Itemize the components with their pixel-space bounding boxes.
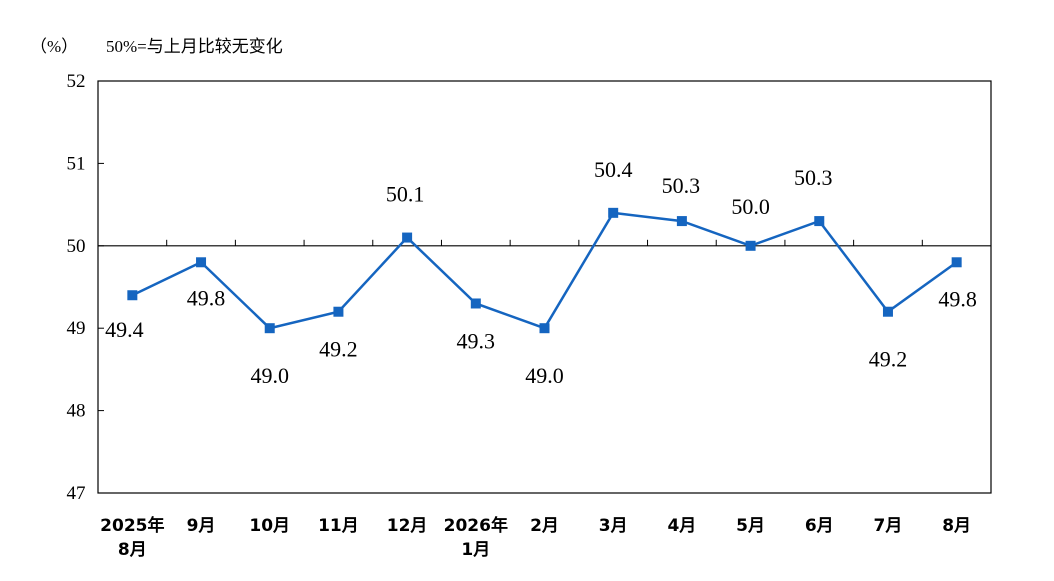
x-category-label: 11月 bbox=[318, 516, 359, 536]
data-point-marker bbox=[333, 306, 344, 317]
x-category-label: 8月 bbox=[942, 516, 971, 536]
data-point-marker bbox=[745, 240, 756, 251]
data-label: 50.0 bbox=[731, 194, 770, 219]
x-category-label: 3月 bbox=[599, 516, 628, 536]
data-label: 50.3 bbox=[794, 165, 833, 190]
plot-frame bbox=[97, 80, 992, 494]
series-markers bbox=[127, 207, 962, 334]
data-point-marker bbox=[127, 290, 138, 301]
data-label: 49.2 bbox=[319, 337, 358, 362]
data-point-marker bbox=[402, 232, 413, 243]
x-category-label: 12月 bbox=[387, 516, 428, 536]
data-point-marker bbox=[814, 216, 825, 227]
data-point-marker bbox=[951, 257, 962, 268]
x-axis-labels: 2025年 8月 9月 10月 11月 12月 2026年 1月 2月 3月 4月 5月 6月 7月 8月 bbox=[100, 515, 971, 560]
y-tick-label-50: 50 bbox=[67, 236, 86, 257]
data-label: 50.4 bbox=[594, 157, 633, 182]
series-line bbox=[131, 211, 958, 330]
x-category-label: 1月 bbox=[461, 540, 490, 560]
x-category-label: 10月 bbox=[249, 516, 290, 536]
data-label: 49.3 bbox=[457, 328, 496, 353]
data-point-marker bbox=[470, 298, 481, 309]
x-category-label: 9月 bbox=[187, 516, 216, 536]
x-category-label: 2025年 bbox=[100, 515, 164, 536]
data-point-marker bbox=[196, 257, 207, 268]
x-category-label: 4月 bbox=[667, 516, 696, 536]
data-label: 49.8 bbox=[938, 286, 977, 311]
x-category-label: 8月 bbox=[118, 540, 147, 560]
data-point-marker bbox=[882, 306, 893, 317]
data-point-marker bbox=[539, 323, 550, 334]
y-tick-label-52: 52 bbox=[67, 71, 86, 92]
data-label: 49.0 bbox=[250, 363, 289, 388]
x-category-label: 5月 bbox=[736, 516, 765, 536]
data-label: 49.2 bbox=[869, 347, 908, 372]
x-axis-ticks bbox=[166, 239, 923, 246]
x-category-label: 2月 bbox=[530, 516, 559, 536]
data-point-marker bbox=[264, 323, 275, 334]
data-label: 49.4 bbox=[105, 317, 144, 342]
y-tick-label-51: 51 bbox=[67, 153, 86, 174]
y-axis-ticks: 47 48 49 50 51 52 bbox=[67, 71, 104, 504]
data-label: 49.8 bbox=[187, 285, 226, 310]
x-category-label: 6月 bbox=[805, 516, 834, 536]
unit-label: （%） bbox=[30, 37, 78, 56]
y-tick-label-47: 47 bbox=[67, 483, 86, 504]
x-category-label: 7月 bbox=[874, 516, 903, 536]
data-label: 50.3 bbox=[662, 173, 701, 198]
x-category-label: 2026年 bbox=[444, 515, 508, 536]
chart-note: 50%=与上月比较无变化 bbox=[106, 37, 283, 56]
data-point-marker bbox=[676, 216, 687, 227]
y-tick-label-48: 48 bbox=[67, 401, 86, 422]
data-labels: 49.4 49.8 49.0 49.2 50.1 49.3 49.0 50.4 50.3 50.0… bbox=[105, 157, 977, 388]
data-label: 50.1 bbox=[386, 182, 425, 207]
y-tick-label-49: 49 bbox=[67, 318, 86, 339]
data-point-marker bbox=[608, 207, 619, 218]
data-label: 49.0 bbox=[525, 363, 564, 388]
